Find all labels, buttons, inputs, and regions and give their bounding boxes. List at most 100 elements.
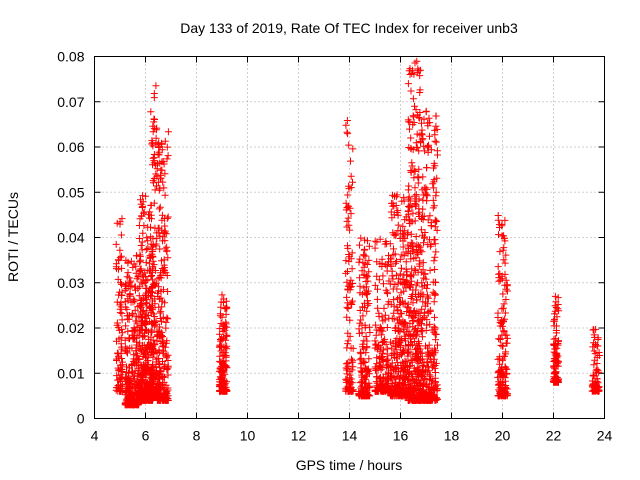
data-point: [155, 224, 163, 232]
data-point: [414, 344, 422, 352]
data-point: [137, 256, 145, 264]
data-point: [406, 273, 414, 281]
data-point: [115, 265, 122, 273]
data-point: [425, 367, 433, 375]
data-point: [152, 82, 160, 90]
data-point: [430, 298, 438, 306]
data-point: [500, 300, 508, 308]
data-point: [411, 395, 419, 403]
data-point: [411, 387, 419, 394]
data-point: [148, 386, 156, 394]
data-point: [149, 374, 157, 381]
data-point: [372, 331, 380, 339]
data-point: [362, 333, 370, 340]
data-point: [503, 339, 511, 347]
data-point: [347, 375, 355, 383]
data-point: [500, 352, 508, 360]
data-point: [347, 210, 355, 218]
data-point: [343, 313, 351, 321]
data-point: [361, 289, 369, 297]
data-point: [136, 339, 144, 347]
data-point: [217, 337, 225, 345]
data-point: [361, 359, 369, 366]
data-point: [158, 318, 165, 326]
data-point: [222, 386, 230, 394]
data-point: [155, 355, 163, 362]
data-point: [424, 344, 431, 352]
data-point: [417, 371, 425, 379]
data-point: [365, 300, 373, 307]
data-point: [424, 394, 432, 402]
data-point: [117, 371, 125, 379]
data-point: [115, 335, 123, 343]
data-point: [163, 143, 171, 151]
data-point: [409, 209, 417, 217]
data-point: [427, 222, 435, 230]
data-point: [347, 300, 355, 308]
data-point: [382, 340, 390, 348]
data-point: [500, 256, 508, 264]
data-point: [128, 282, 136, 290]
data-point: [551, 345, 559, 353]
data-point: [428, 380, 435, 388]
data-point: [136, 251, 144, 259]
data-point: [412, 353, 420, 360]
data-point: [115, 366, 123, 374]
data-point: [359, 340, 367, 348]
data-point: [132, 269, 140, 277]
data-point: [552, 369, 559, 377]
data-point: [495, 335, 503, 343]
data-point: [420, 361, 428, 369]
data-point: [357, 364, 365, 372]
data-point: [410, 338, 418, 345]
data-point: [388, 344, 396, 352]
data-point: [421, 270, 429, 278]
data-point: [159, 229, 167, 237]
data-point: [154, 375, 162, 383]
data-point: [143, 234, 151, 242]
data-point: [218, 380, 226, 388]
data-point: [388, 267, 396, 275]
data-point: [373, 272, 381, 280]
data-point: [392, 230, 400, 238]
data-point: [591, 350, 599, 358]
data-point: [407, 87, 415, 95]
data-point: [550, 362, 558, 370]
data-point: [418, 130, 426, 138]
data-point: [343, 278, 351, 286]
data-point: [123, 285, 131, 292]
data-point: [149, 320, 157, 328]
data-point: [123, 401, 131, 409]
data-point: [161, 191, 169, 199]
data-point: [149, 276, 157, 284]
data-point: [148, 292, 156, 300]
data-point: [419, 366, 427, 374]
data-point: [417, 289, 425, 297]
data-point: [356, 282, 364, 290]
data-point: [420, 212, 428, 220]
data-point: [394, 359, 402, 367]
data-point: [137, 242, 145, 249]
data-point: [411, 192, 419, 200]
data-point: [149, 297, 156, 305]
data-point: [419, 355, 426, 363]
data-point: [502, 364, 510, 372]
data-point: [424, 309, 432, 317]
data-point: [344, 285, 352, 293]
data-point: [217, 303, 225, 311]
data-point: [502, 251, 510, 259]
data-point: [161, 170, 169, 178]
data-point: [412, 106, 420, 114]
data-point: [405, 67, 413, 75]
data-point: [392, 375, 400, 383]
data-point: [431, 240, 439, 248]
data-point: [503, 369, 511, 377]
data-point: [415, 165, 423, 173]
data-point: [217, 369, 225, 377]
data-point: [504, 287, 511, 295]
data-point: [499, 246, 507, 254]
data-point: [140, 208, 148, 216]
data-point: [550, 335, 558, 343]
data-point: [412, 286, 420, 294]
data-point: [141, 381, 149, 389]
